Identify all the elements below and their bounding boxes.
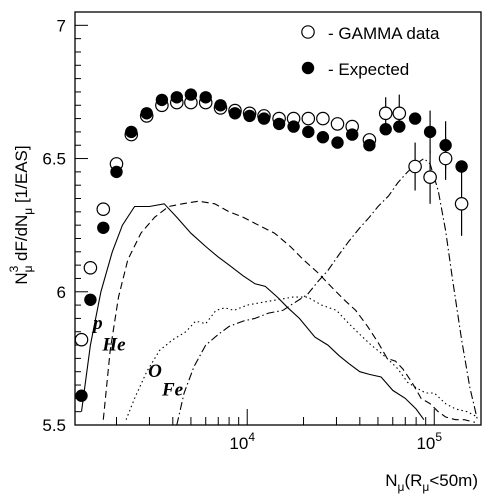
gamma-data-point	[316, 111, 330, 126]
gamma-data-point	[83, 260, 98, 275]
expected-point	[331, 136, 344, 149]
data-points	[74, 88, 469, 402]
legend: - GAMMA data - Expected	[301, 24, 440, 79]
curve-he	[102, 200, 476, 423]
expected-point	[214, 99, 227, 112]
x-tick-label: 104	[229, 430, 255, 453]
curve-label-fe: Fe	[161, 380, 184, 401]
gamma-data-point	[301, 111, 316, 126]
expected-point	[346, 128, 359, 141]
expected-point	[455, 160, 468, 173]
minor-ticks	[75, 38, 427, 425]
expected-point	[302, 125, 315, 139]
gamma-data-point	[74, 332, 89, 347]
gamma-data-point	[408, 159, 422, 174]
expected-point	[140, 107, 153, 120]
x-tick-label: 105	[416, 430, 442, 453]
y-tick-label: 7	[57, 16, 66, 35]
gamma-data-point	[392, 106, 407, 121]
expected-point	[75, 389, 88, 402]
curve-label-o: O	[148, 361, 162, 382]
legend-label-expected: - Expected	[328, 60, 409, 79]
plot-frame	[74, 11, 482, 426]
y-tick-label: 6	[57, 283, 66, 302]
tick-labels: 5.5 6 6.5 7 104 105	[42, 16, 442, 453]
expected-point	[316, 131, 330, 144]
expected-point	[199, 91, 212, 104]
legend-label-gamma: - GAMMA data	[328, 24, 440, 43]
y-tick-label: 5.5	[42, 416, 66, 435]
expected-point	[125, 125, 138, 139]
curve-o	[125, 296, 478, 420]
expected-point	[170, 91, 183, 104]
expected-point	[84, 293, 97, 306]
expected-point	[110, 165, 123, 179]
gamma-data-point	[438, 151, 453, 166]
curve-label-p: p	[91, 313, 103, 334]
expected-point	[393, 120, 406, 133]
expected-point	[155, 93, 169, 107]
y-axis-title: Nμ3 dF/dNμ [1/EAS]	[7, 145, 35, 284]
model-curves	[80, 157, 478, 426]
expected-point	[228, 107, 242, 120]
gamma-data-point	[96, 202, 111, 216]
expected-point	[287, 120, 300, 133]
gamma-data-point	[378, 106, 393, 121]
expected-point	[272, 117, 286, 131]
gamma-data-point	[454, 197, 469, 211]
curve-labels: pHe OFe	[91, 313, 183, 401]
legend-open-circle-marker	[301, 25, 315, 39]
major-ticks	[75, 24, 435, 426]
gamma-data-point	[330, 117, 345, 131]
expected-point	[379, 123, 392, 136]
expected-point	[439, 139, 452, 152]
expected-point	[408, 112, 422, 125]
expected-point	[243, 109, 256, 123]
expected-point	[257, 112, 271, 125]
x-axis-title: Nμ(Rμ<50m)	[385, 471, 478, 494]
gamma-data-point	[423, 170, 437, 184]
curve-fe	[176, 157, 478, 426]
curve-p	[80, 203, 425, 421]
expected-point	[423, 125, 437, 139]
legend-filled-circle-marker	[301, 61, 315, 75]
expected-point	[184, 88, 198, 101]
expected-point	[97, 221, 110, 234]
y-tick-label: 6.5	[42, 150, 66, 169]
curve-label-he: He	[101, 334, 126, 355]
expected-point	[363, 139, 376, 152]
